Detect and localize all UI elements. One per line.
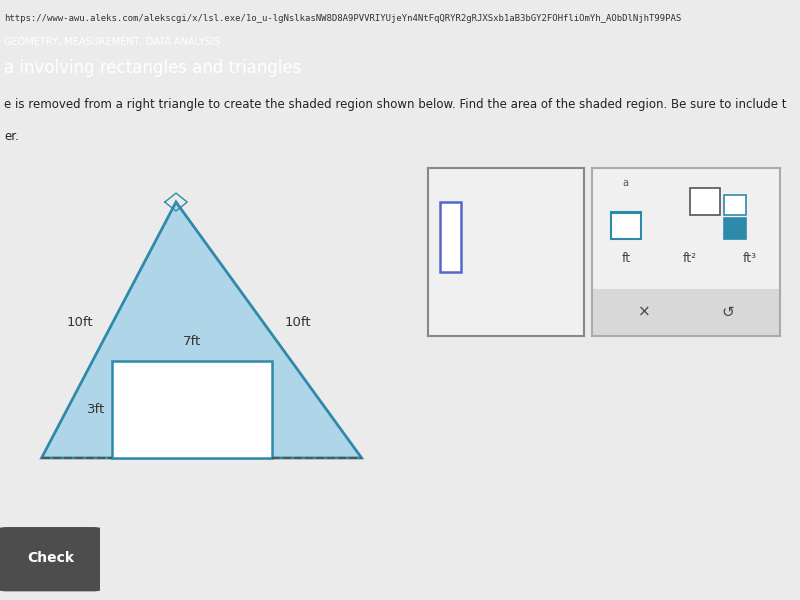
Bar: [112, 361, 272, 458]
Text: Check: Check: [27, 551, 74, 565]
Text: ↺: ↺: [721, 305, 734, 320]
Text: a involving rectangles and triangles: a involving rectangles and triangles: [4, 59, 302, 77]
Text: a: a: [623, 178, 629, 188]
Text: ft³: ft³: [743, 252, 757, 265]
Text: 10ft: 10ft: [66, 316, 94, 329]
Bar: [441, 202, 461, 272]
Text: ft²: ft²: [682, 252, 697, 265]
Text: GEOMETRY, MEASUREMENT, DATA ANALYSIS: GEOMETRY, MEASUREMENT, DATA ANALYSIS: [4, 37, 220, 47]
Polygon shape: [42, 202, 362, 458]
Text: e is removed from a right triangle to create the shaded region shown below. Find: e is removed from a right triangle to cr…: [4, 98, 786, 112]
Text: https://www-awu.aleks.com/alekscgi/x/lsl.exe/1o_u-lgNslkasNW8D8A9PVVRIYUjeYn4NtF: https://www-awu.aleks.com/alekscgi/x/lsl…: [4, 14, 682, 23]
Text: 10ft: 10ft: [284, 316, 311, 329]
Text: 7ft: 7ft: [183, 335, 201, 348]
Text: ft: ft: [622, 252, 630, 265]
FancyBboxPatch shape: [0, 527, 100, 592]
Text: 3ft: 3ft: [87, 403, 106, 416]
Text: er.: er.: [4, 130, 19, 143]
Text: ×: ×: [638, 305, 651, 320]
